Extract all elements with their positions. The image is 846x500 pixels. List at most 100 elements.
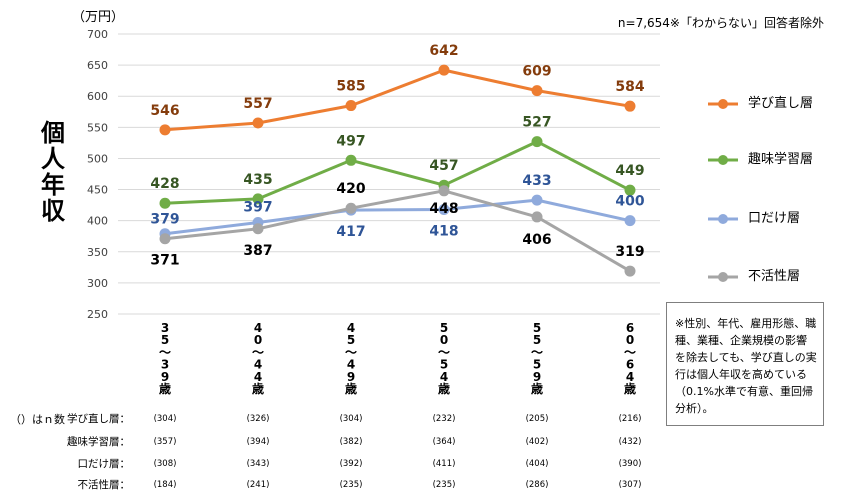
x-tick-label: 4 — [254, 370, 262, 384]
x-tick-label: 6 — [626, 321, 634, 335]
n-count: (235) — [340, 480, 363, 490]
data-label: 527 — [522, 115, 551, 131]
data-point — [531, 85, 543, 97]
data-label: 609 — [522, 64, 551, 80]
y-tick-label: 250 — [87, 308, 108, 321]
y-tick-label: 500 — [87, 152, 108, 165]
x-tick-label: 4 — [254, 358, 262, 372]
x-tick-label: 4 — [440, 370, 448, 384]
regression-note: ※性別、年代、雇用形態、職種、業種、企業規模の影響を除去しても、学び直しの実行は… — [666, 302, 824, 426]
y-unit-label: （万円） — [72, 10, 125, 25]
data-point — [159, 197, 171, 209]
data-point — [531, 211, 543, 223]
x-tick-label: 5 — [533, 358, 541, 372]
data-label: 433 — [522, 173, 551, 189]
series-line — [164, 68, 631, 132]
n-count: (357) — [154, 437, 177, 447]
n-count: (364) — [433, 437, 456, 447]
y-tick-label: 300 — [87, 277, 108, 290]
x-tick-label: 9 — [161, 370, 169, 384]
n-count: (343) — [247, 459, 270, 469]
y-tick-label: 450 — [87, 184, 108, 197]
data-label: 319 — [615, 244, 644, 260]
n-count: (307) — [619, 480, 642, 490]
y-tick-label: 600 — [87, 90, 108, 103]
y-axis-title: 個 人 年 収 — [38, 120, 68, 224]
n-count: (308) — [154, 459, 177, 469]
x-tick-label: 3 — [161, 321, 169, 335]
x-tick-label: 4 — [626, 370, 634, 384]
data-point — [438, 203, 450, 215]
data-point — [531, 194, 543, 206]
n-count: (304) — [340, 414, 363, 424]
data-point — [624, 100, 636, 112]
data-label: 557 — [243, 96, 272, 112]
data-point — [438, 64, 450, 76]
data-label: 387 — [243, 243, 272, 259]
data-label: 379 — [150, 212, 179, 228]
n-row-label: 趣味学習層： — [67, 436, 130, 448]
n-count: (205) — [526, 414, 549, 424]
data-label: 585 — [336, 79, 365, 95]
data-point — [345, 202, 357, 214]
data-label: 397 — [243, 200, 272, 216]
data-point — [345, 100, 357, 112]
x-tick-label: 5 — [440, 358, 448, 372]
data-point — [252, 223, 264, 235]
n-count: (232) — [433, 414, 456, 424]
x-tick-label: 〜 — [345, 345, 357, 359]
data-point — [531, 136, 543, 148]
n-count: (304) — [154, 414, 177, 424]
legend-label: 学び直し層 — [748, 96, 814, 111]
legend-label: 不活性層 — [748, 269, 801, 284]
x-tick-label: 歳 — [531, 381, 543, 396]
data-label: 418 — [429, 223, 458, 239]
x-tick-label: 5 — [533, 333, 541, 347]
y-axis-title-char: 収 — [41, 197, 65, 225]
data-point — [159, 233, 171, 245]
series-line — [164, 140, 631, 205]
n-count-header: （）はｎ数 — [10, 413, 65, 426]
legend-marker-icon — [708, 155, 738, 165]
n-count: (216) — [619, 414, 642, 424]
x-tick-label: 5 — [440, 321, 448, 335]
y-axis-title-char: 個 — [41, 119, 65, 147]
data-label: 400 — [615, 194, 644, 210]
n-count: (392) — [340, 459, 363, 469]
data-label: 448 — [429, 201, 458, 217]
n-count: (390) — [619, 459, 642, 469]
x-tick-label: 3 — [161, 358, 169, 372]
x-tick-label: 0 — [254, 333, 262, 347]
x-tick-label: 4 — [347, 358, 355, 372]
x-tick-label: 〜 — [438, 345, 450, 359]
sample-size-note: n=7,654※「わからない」回答者除外 — [617, 16, 824, 30]
y-tick-label: 550 — [87, 121, 108, 134]
n-count: (404) — [526, 459, 549, 469]
legend-label: 口だけ層 — [748, 211, 801, 226]
data-point — [624, 184, 636, 196]
x-tick-label: 歳 — [438, 381, 450, 396]
data-point — [252, 117, 264, 129]
x-tick-label: 歳 — [624, 381, 636, 396]
n-count: (394) — [247, 437, 270, 447]
legend-label: 趣味学習層 — [748, 152, 814, 167]
x-tick-label: 4 — [347, 321, 355, 335]
y-tick-label: 400 — [87, 215, 108, 228]
n-count: (286) — [526, 480, 549, 490]
n-count: (326) — [247, 414, 270, 424]
series-line — [164, 189, 631, 273]
data-label: 642 — [429, 43, 458, 59]
n-count: (235) — [433, 480, 456, 490]
data-label: 371 — [150, 253, 179, 269]
series-line — [164, 198, 631, 236]
data-label: 449 — [615, 163, 644, 179]
x-tick-label: 歳 — [252, 381, 264, 396]
legend-marker-icon — [708, 214, 738, 224]
data-label: 420 — [336, 181, 365, 197]
x-tick-label: 0 — [440, 333, 448, 347]
n-row-label: 学び直し層： — [67, 413, 130, 425]
legend-marker-icon — [708, 99, 738, 109]
n-row-label: 不活性層： — [77, 479, 131, 491]
n-count: (241) — [247, 480, 270, 490]
y-axis-title-char: 年 — [41, 171, 65, 199]
